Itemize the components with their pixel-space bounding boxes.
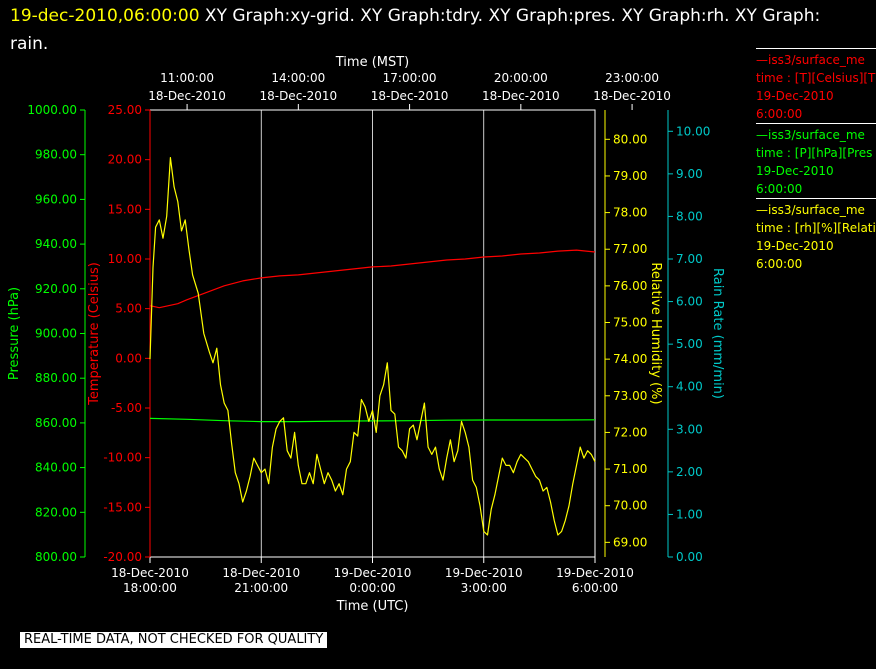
- y-tick-label-rh: 74.00: [613, 352, 647, 366]
- y-tick-label-rh: 72.00: [613, 425, 647, 439]
- y-tick-label-rain: 3.00: [676, 422, 703, 436]
- legend-line: time : [T][Celsius][T: [756, 71, 876, 85]
- y-tick-label-rain: 7.00: [676, 252, 703, 266]
- y-tick-label-rain: 4.00: [676, 380, 703, 394]
- y-tick-label-temperature: 0.00: [115, 351, 142, 365]
- x-tick-label: 19-Dec-2010: [556, 566, 634, 580]
- y-tick-label-rh: 70.00: [613, 499, 647, 513]
- x-tick-label: 21:00:00: [234, 581, 288, 595]
- y-tick-label-temperature: 25.00: [108, 103, 142, 117]
- x-tick-label: 18:00:00: [123, 581, 177, 595]
- y-axis-label-rh: Relative Humidity (%): [648, 262, 663, 404]
- x-top-tick-label: 18-Dec-2010: [482, 89, 560, 103]
- y-tick-label-rh: 76.00: [613, 279, 647, 293]
- y-tick-label-pressure: 840.00: [35, 461, 77, 475]
- y-tick-label-rain: 10.00: [676, 124, 710, 138]
- legend-line: —iss3/surface_me: [756, 53, 865, 67]
- y-tick-label-rh: 80.00: [613, 132, 647, 146]
- legend-line: 19-Dec-2010: [756, 164, 834, 178]
- y-tick-label-rain: 0.00: [676, 550, 703, 564]
- legend-line: time : [rh][%][Relati: [756, 221, 876, 235]
- y-tick-label-rh: 79.00: [613, 169, 647, 183]
- y-tick-label-pressure: 1000.00: [27, 103, 77, 117]
- legend-line: time : [P][hPa][Pres: [756, 146, 873, 160]
- legend-line: —iss3/surface_me: [756, 203, 865, 217]
- y-tick-label-rain: 5.00: [676, 337, 703, 351]
- legend-line: 19-Dec-2010: [756, 89, 834, 103]
- y-tick-label-pressure: 920.00: [35, 282, 77, 296]
- x-top-tick-label: 18-Dec-2010: [148, 89, 226, 103]
- y-tick-label-rain: 9.00: [676, 167, 703, 181]
- series-line-temperature: [149, 249, 596, 309]
- y-tick-label-temperature: -15.00: [103, 500, 142, 514]
- y-tick-label-temperature: 15.00: [108, 202, 142, 216]
- y-axis-label-rain: Rain Rate (mm/min): [710, 268, 725, 399]
- x-tick-label: 6:00:00: [572, 581, 618, 595]
- y-tick-label-rh: 77.00: [613, 242, 647, 256]
- x-top-tick-label: 20:00:00: [494, 71, 548, 85]
- y-tick-label-pressure: 860.00: [35, 416, 77, 430]
- y-tick-label-pressure: 880.00: [35, 371, 77, 385]
- x-top-tick-label: 18-Dec-2010: [371, 89, 449, 103]
- y-tick-label-temperature: 20.00: [108, 153, 142, 167]
- y-tick-label-temperature: 10.00: [108, 252, 142, 266]
- y-tick-label-rh: 71.00: [613, 462, 647, 476]
- y-tick-label-temperature: 5.00: [115, 302, 142, 316]
- legend-line: 6:00:00: [756, 257, 803, 271]
- x-top-axis-label: Time (MST): [335, 55, 410, 70]
- x-tick-label: 19-Dec-2010: [445, 566, 523, 580]
- legend-line: 6:00:00: [756, 182, 803, 196]
- y-tick-label-rain: 1.00: [676, 507, 703, 521]
- y-tick-label-rain: 6.00: [676, 295, 703, 309]
- y-tick-label-temperature: -5.00: [111, 401, 142, 415]
- legend: —iss3/surface_me time : [T][Celsius][T 1…: [756, 48, 876, 273]
- series-line-rh: [149, 157, 596, 536]
- x-top-tick-label: 11:00:00: [160, 71, 214, 85]
- legend-entry-rh: —iss3/surface_me time : [rh][%][Relati 1…: [756, 198, 876, 273]
- x-tick-label: 18-Dec-2010: [222, 566, 300, 580]
- y-tick-label-rh: 78.00: [613, 206, 647, 220]
- y-tick-label-rh: 69.00: [613, 535, 647, 549]
- legend-line: —iss3/surface_me: [756, 128, 865, 142]
- y-tick-label-temperature: -20.00: [103, 550, 142, 564]
- legend-line: 6:00:00: [756, 107, 803, 121]
- x-tick-label: 0:00:00: [349, 581, 395, 595]
- x-tick-label: 19-Dec-2010: [334, 566, 412, 580]
- y-tick-label-temperature: -10.00: [103, 451, 142, 465]
- y-tick-label-rain: 8.00: [676, 209, 703, 223]
- y-tick-label-pressure: 900.00: [35, 327, 77, 341]
- y-tick-label-rain: 2.00: [676, 465, 703, 479]
- y-tick-label-pressure: 800.00: [35, 550, 77, 564]
- x-top-tick-label: 23:00:00: [605, 71, 659, 85]
- series-line-pressure: [149, 417, 596, 423]
- legend-entry-temperature: —iss3/surface_me time : [T][Celsius][T 1…: [756, 48, 876, 123]
- header-date: 19-dec-2010,06:00:00: [10, 6, 200, 26]
- y-axis-label-temperature: Temperature (Celsius): [87, 262, 102, 406]
- y-tick-label-rh: 73.00: [613, 389, 647, 403]
- x-top-tick-label: 17:00:00: [383, 71, 437, 85]
- legend-line: 19-Dec-2010: [756, 239, 834, 253]
- x-tick-label: 18-Dec-2010: [111, 566, 189, 580]
- x-axis-label: Time (UTC): [336, 599, 409, 614]
- disclaimer: REAL-TIME DATA, NOT CHECKED FOR QUALITY: [20, 632, 328, 648]
- x-top-tick-label: 18-Dec-2010: [259, 89, 337, 103]
- y-tick-label-rh: 75.00: [613, 316, 647, 330]
- x-top-tick-label: 18-Dec-2010: [593, 89, 671, 103]
- y-tick-label-pressure: 980.00: [35, 148, 77, 162]
- legend-entry-pressure: —iss3/surface_me time : [P][hPa][Pres 19…: [756, 123, 876, 198]
- y-tick-label-pressure: 940.00: [35, 237, 77, 251]
- x-tick-label: 3:00:00: [461, 581, 507, 595]
- y-tick-label-pressure: 820.00: [35, 505, 77, 519]
- y-axis-label-pressure: Pressure (hPa): [7, 287, 22, 380]
- x-top-tick-label: 14:00:00: [271, 71, 325, 85]
- y-tick-label-pressure: 960.00: [35, 192, 77, 206]
- page-header: 19-dec-2010,06:00:00 XY Graph:xy-grid. X…: [10, 2, 860, 58]
- header-title: XY Graph:xy-grid. XY Graph:tdry. XY Grap…: [10, 6, 821, 54]
